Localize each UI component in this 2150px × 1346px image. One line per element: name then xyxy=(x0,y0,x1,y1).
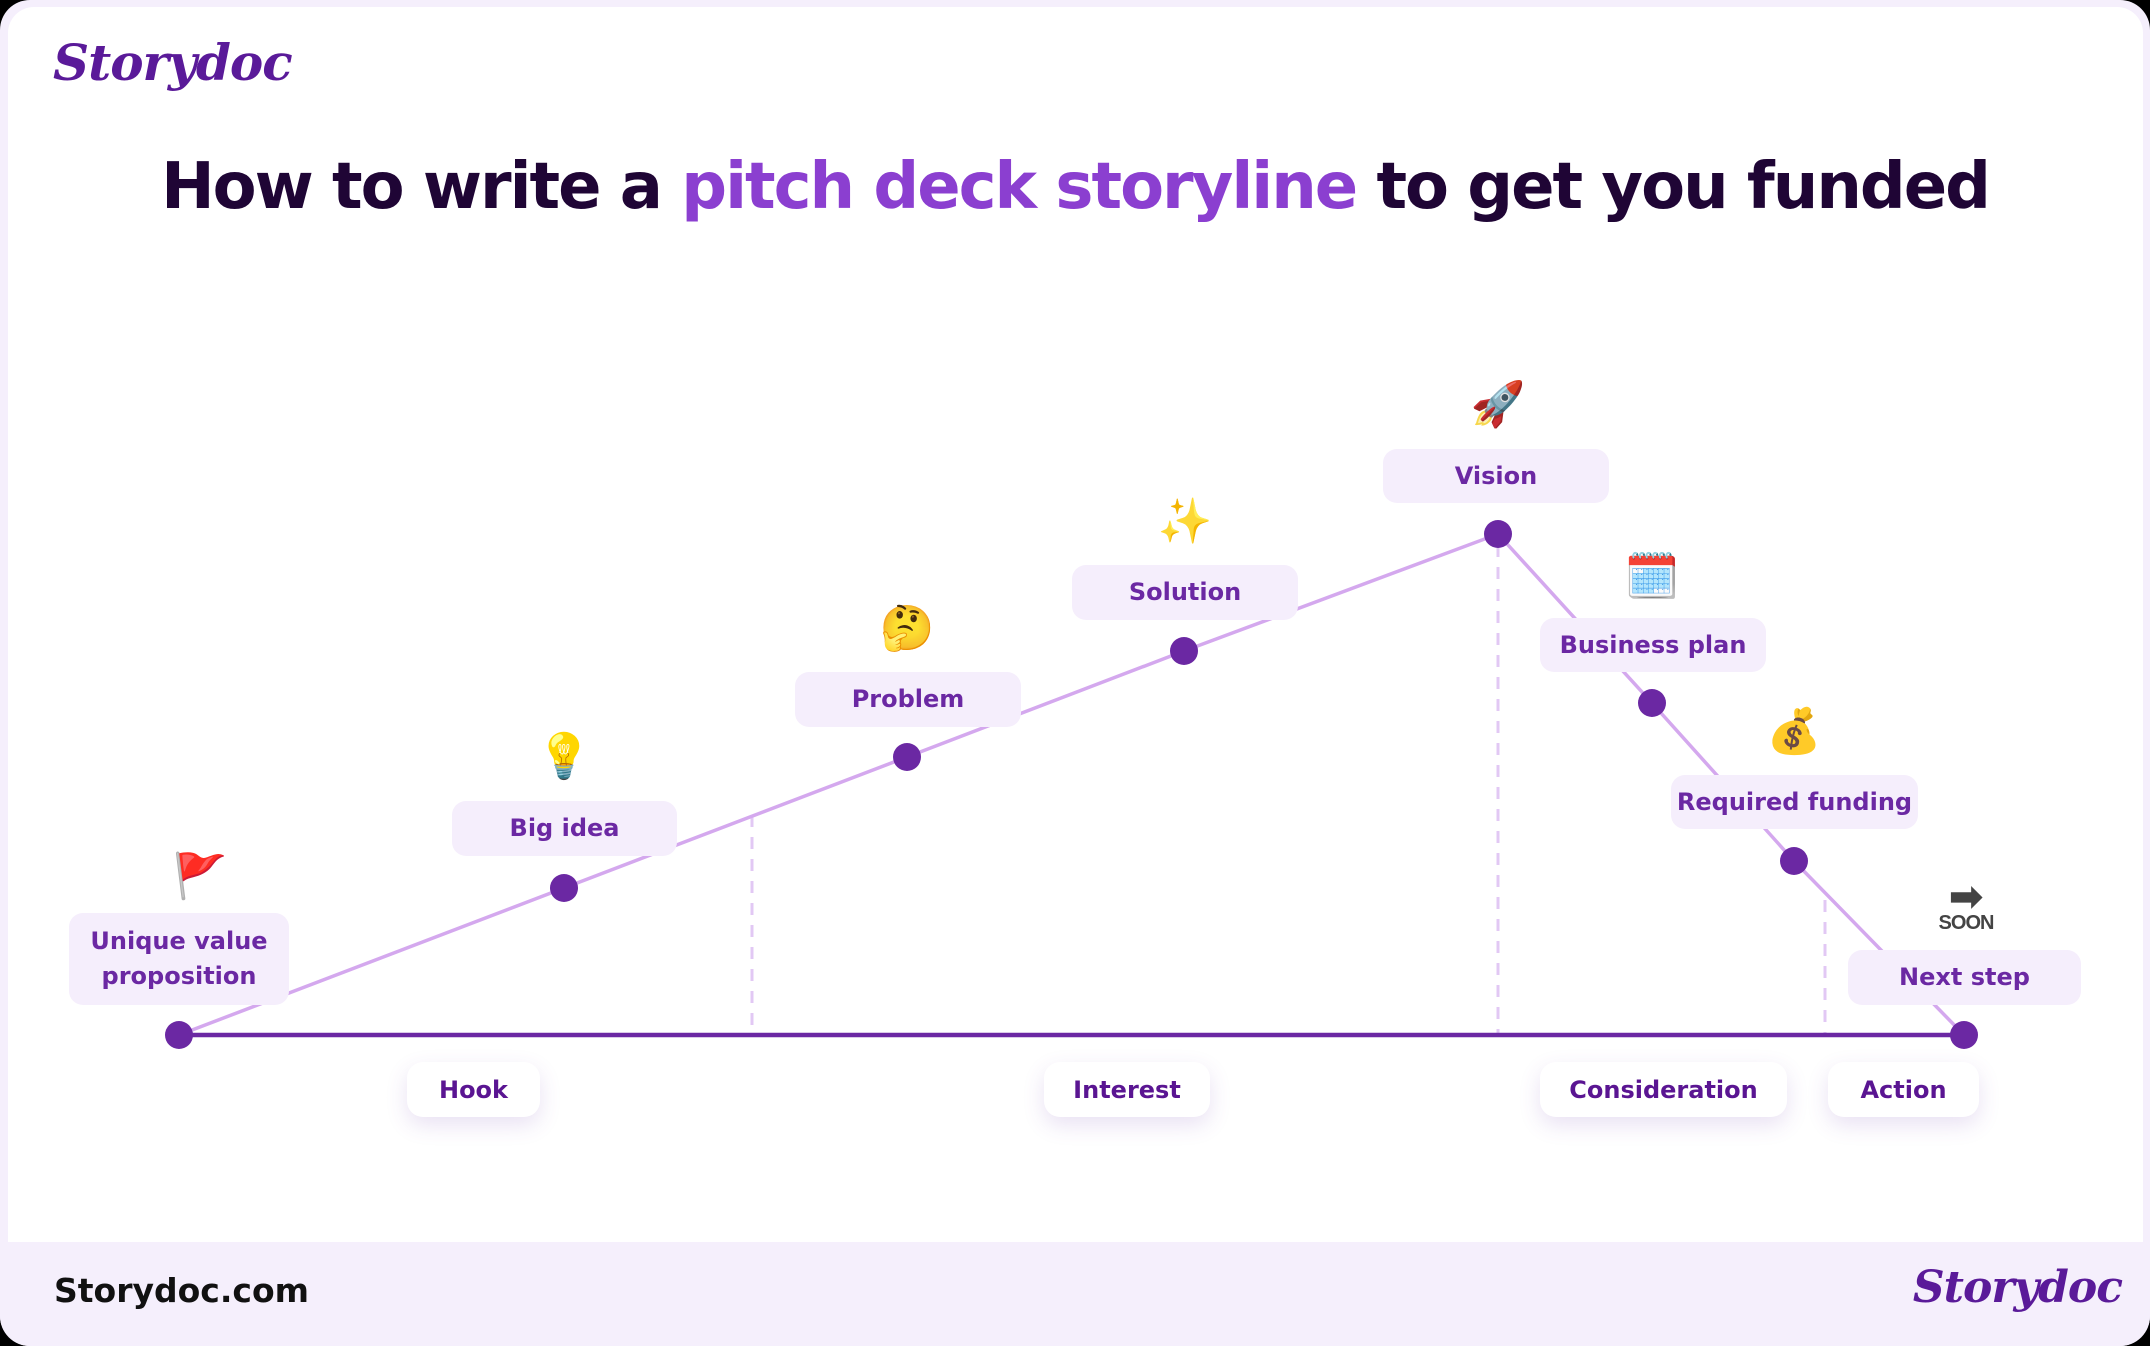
step-unique-value-proposition: Unique value proposition xyxy=(69,913,289,1005)
step-required-funding: Required funding xyxy=(1671,775,1918,829)
point-unique-value-proposition xyxy=(165,1021,193,1049)
thinking-face-icon: 🤔 xyxy=(879,604,935,653)
step-next-step: Next step xyxy=(1848,950,2081,1005)
phase-interest: Interest xyxy=(1044,1062,1210,1117)
sparkles-icon: ✨ xyxy=(1157,497,1213,546)
point-solution xyxy=(1170,637,1198,665)
money-bag-icon: 💰 xyxy=(1766,707,1822,756)
soon-arrow-icon: ➡ SOON xyxy=(1938,875,1995,934)
point-required-funding xyxy=(1780,847,1808,875)
step-business-plan: Business plan xyxy=(1540,618,1766,672)
point-next-step xyxy=(1950,1021,1978,1049)
step-solution: Solution xyxy=(1072,565,1298,620)
storydoc-logo: Storydoc xyxy=(53,33,293,92)
point-business-plan xyxy=(1638,689,1666,717)
calendar-icon: 🗓️ xyxy=(1624,552,1680,601)
point-problem xyxy=(893,743,921,771)
light-bulb-icon: 💡 xyxy=(536,732,592,781)
story-arc-line xyxy=(178,531,1966,1037)
phase-consideration: Consideration xyxy=(1540,1062,1787,1117)
title-part-1: How to write a xyxy=(161,150,682,224)
phase-hook: Hook xyxy=(407,1062,540,1117)
rocket-icon: 🚀 xyxy=(1470,380,1526,429)
title-highlight: pitch deck storyline xyxy=(681,150,1358,224)
step-vision: Vision xyxy=(1383,449,1609,503)
title-part-2: to get you funded xyxy=(1356,150,1990,224)
point-big-idea xyxy=(550,874,578,902)
footer-band xyxy=(0,1242,2150,1346)
step-big-idea: Big idea xyxy=(452,801,677,856)
footer-website-link[interactable]: Storydoc.com xyxy=(54,1271,310,1310)
point-vision xyxy=(1484,520,1512,548)
page-title: How to write a pitch deck storyline to g… xyxy=(0,150,2150,224)
step-problem: Problem xyxy=(795,672,1021,727)
phase-action: Action xyxy=(1828,1062,1979,1117)
red-flag-icon: 🚩 xyxy=(172,852,228,901)
storydoc-footer-logo: Storydoc xyxy=(1912,1262,2123,1313)
